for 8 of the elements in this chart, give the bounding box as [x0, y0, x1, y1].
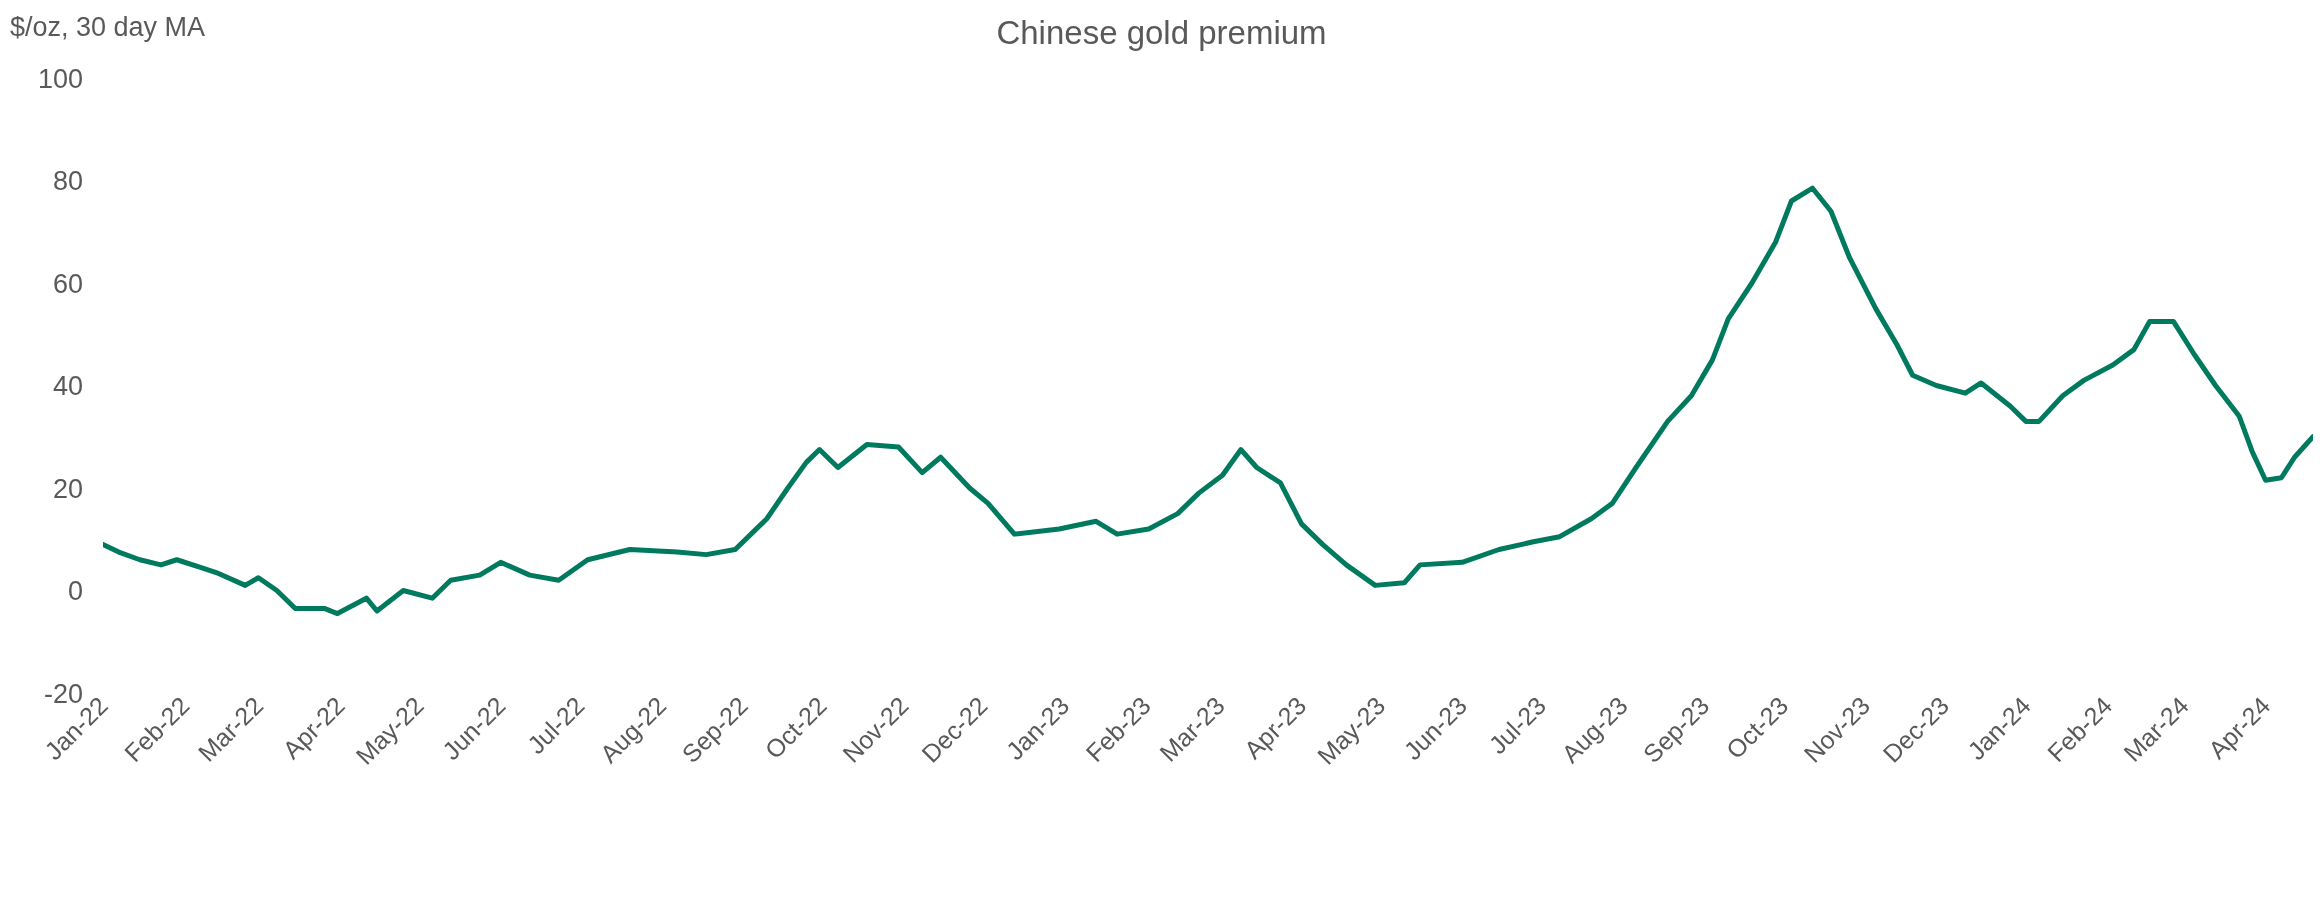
y-axis-title: $/oz, 30 day MA	[10, 12, 206, 43]
y-tick-label: 40	[52, 371, 83, 402]
y-tick-label: 60	[52, 268, 83, 299]
chart-title: Chinese gold premium	[996, 14, 1327, 51]
y-tick-label: 20	[52, 473, 83, 504]
y-tick-label: 80	[52, 166, 83, 197]
y-tick-label: 0	[67, 576, 83, 607]
y-tick-label: 100	[37, 63, 83, 94]
